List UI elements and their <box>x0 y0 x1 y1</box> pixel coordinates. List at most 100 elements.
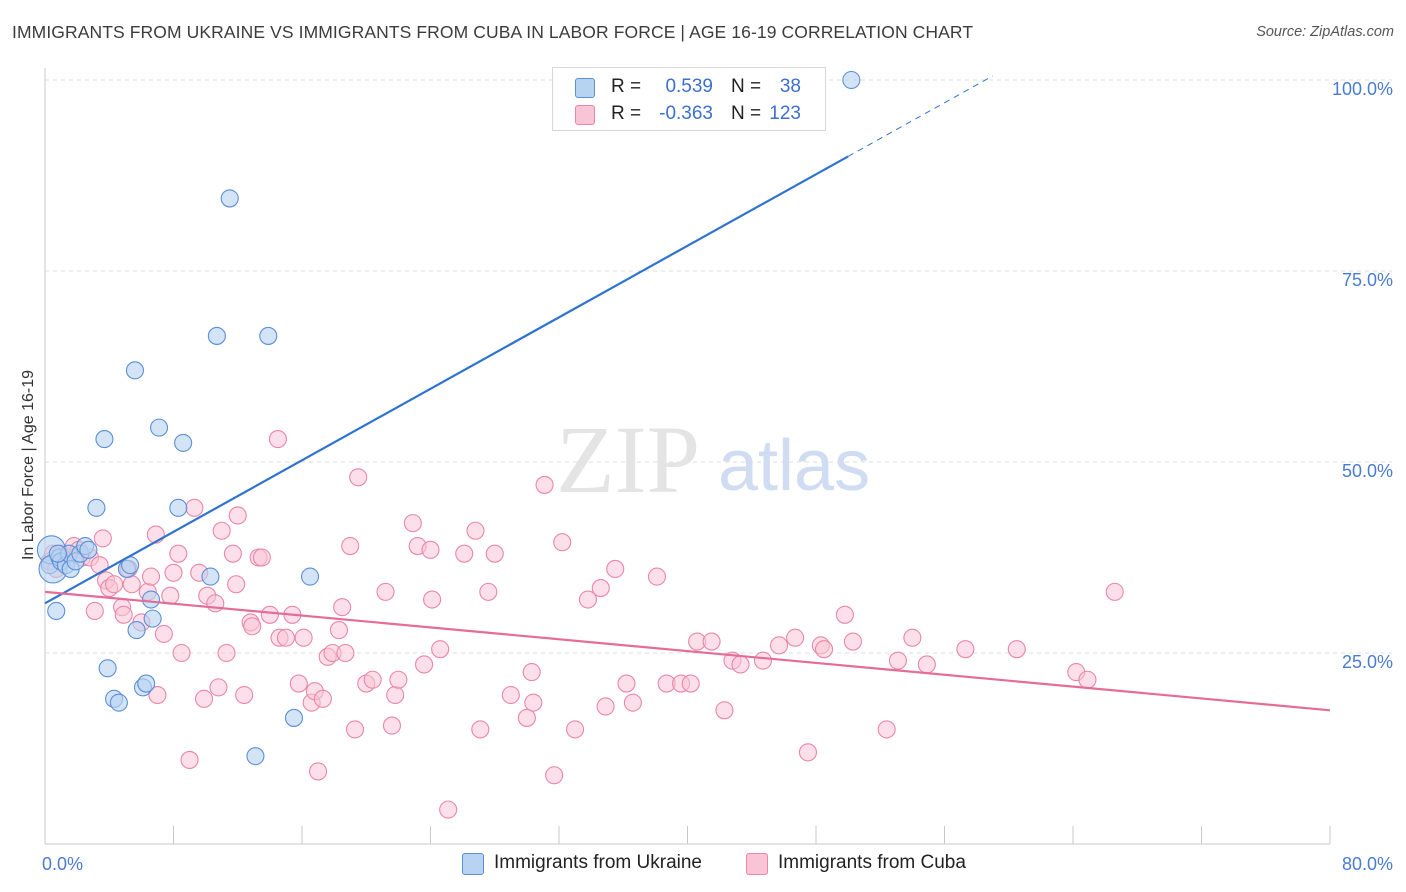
cuba-point <box>228 506 247 525</box>
cuba-point <box>294 628 313 647</box>
legend-r-label: R = <box>611 103 642 124</box>
cuba-point <box>276 628 295 647</box>
ukraine-point <box>207 326 226 345</box>
cuba-point <box>753 651 773 670</box>
x-tick-label: 0.0% <box>42 854 83 874</box>
cuba-point <box>702 632 721 651</box>
ukraine-point <box>109 693 128 712</box>
cuba-point <box>917 655 936 674</box>
ukraine-point <box>149 418 169 437</box>
ukraine-trend-extension <box>847 75 993 157</box>
cuba-point <box>956 640 975 659</box>
cuba-point <box>501 685 520 705</box>
cuba-point <box>786 628 805 647</box>
cuba-point <box>1105 582 1124 601</box>
legend-r-cuba: -0.363 <box>659 103 713 124</box>
cuba-point <box>843 632 862 651</box>
cuba-point <box>466 521 485 540</box>
cuba-point <box>471 720 490 739</box>
cuba-point <box>227 575 246 594</box>
y-axis-label: In Labor Force | Age 16-19 <box>20 370 37 560</box>
ukraine-point <box>143 609 162 628</box>
ukraine-point <box>95 430 114 449</box>
cuba-point <box>647 567 667 586</box>
legend-swatch-ukraine <box>575 78 595 98</box>
cuba-point <box>243 617 262 636</box>
legend-swatch-cuba <box>575 105 595 125</box>
cuba-point <box>421 540 440 559</box>
cuba-point <box>376 582 395 601</box>
bottom-legend-swatch-ukraine <box>462 853 484 875</box>
legend-r-label: R = <box>611 76 642 97</box>
y-tick-label: 75.0% <box>1342 270 1393 290</box>
cuba-point <box>363 670 382 689</box>
cuba-point <box>1078 670 1097 689</box>
cuba-point <box>185 498 204 517</box>
cuba-point <box>114 605 133 624</box>
cuba-point <box>522 663 541 682</box>
x-tick-labels: 0.0% 80.0% <box>42 854 1393 874</box>
cuba-point <box>260 605 279 624</box>
ukraine-point <box>169 498 188 517</box>
cuba-point <box>798 743 818 762</box>
legend-n-label: N = <box>731 103 762 124</box>
ukraine-point <box>98 659 117 678</box>
cuba-point <box>903 628 922 647</box>
cuba-point <box>877 720 896 739</box>
cuba-point <box>154 624 173 643</box>
ukraine-point <box>220 189 239 208</box>
ukraine-point <box>201 567 220 586</box>
cuba-point <box>835 605 854 624</box>
cuba-point <box>336 643 355 663</box>
cuba-point <box>341 536 360 556</box>
cuba-point <box>169 544 188 563</box>
cuba-point <box>382 716 402 735</box>
cuba-point <box>93 529 112 548</box>
cuba-point <box>389 670 408 689</box>
cuba-point <box>814 640 834 659</box>
ukraine-series <box>36 70 861 766</box>
cuba-point <box>235 685 254 705</box>
cuba-point <box>403 514 422 533</box>
trend-lines <box>44 75 1331 712</box>
cuba-point <box>313 689 332 708</box>
ukraine-point <box>842 70 861 90</box>
cuba-point <box>553 533 572 552</box>
cuba-point <box>141 567 161 586</box>
cuba-point <box>485 544 504 563</box>
ukraine-point <box>284 708 304 727</box>
ukraine-point <box>300 567 320 586</box>
bottom-legend-label-cuba: Immigrants from Cuba <box>778 852 966 873</box>
cuba-point <box>578 590 597 609</box>
legend-n-label: N = <box>731 76 762 97</box>
legend-n-ukraine: 38 <box>779 76 801 97</box>
y-tick-label: 50.0% <box>1342 461 1393 481</box>
cuba-point <box>888 651 907 670</box>
cuba-trend-line <box>44 590 1331 712</box>
cuba-point <box>545 766 564 785</box>
y-tick-label: 25.0% <box>1342 652 1393 672</box>
cuba-point <box>105 575 124 594</box>
cuba-point <box>329 621 348 640</box>
x-tick-label: 80.0% <box>1342 854 1393 874</box>
cuba-point <box>85 601 104 621</box>
cuba-point <box>681 674 700 693</box>
cuba-point <box>90 556 109 575</box>
axes <box>44 68 1331 845</box>
ukraine-point <box>87 498 106 517</box>
cuba-point <box>349 468 368 487</box>
ukraine-point <box>246 747 265 766</box>
cuba-point <box>194 689 214 708</box>
cuba-point <box>268 430 287 449</box>
cuba-point <box>345 720 365 739</box>
cuba-point <box>172 643 191 663</box>
cuba-point <box>217 643 236 663</box>
cuba-point <box>122 575 141 594</box>
cuba-point <box>535 475 554 494</box>
cuba-point <box>479 582 498 601</box>
legend-row-cuba: R = -0.363 N = 123 <box>553 101 825 127</box>
cuba-point <box>1007 640 1026 659</box>
cuba-point <box>617 674 636 693</box>
legend-r-ukraine: 0.539 <box>665 76 713 97</box>
cuba-point <box>591 579 610 598</box>
